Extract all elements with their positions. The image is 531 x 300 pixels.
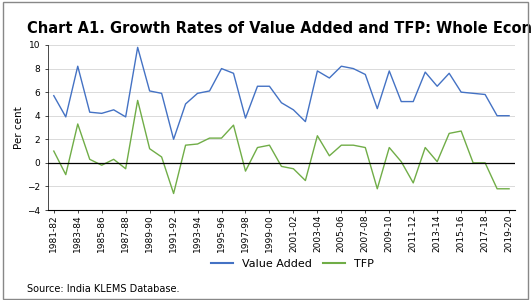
Value Added	[446, 71, 452, 75]
TFP	[182, 143, 189, 147]
Value Added	[242, 116, 249, 120]
Value Added	[158, 92, 165, 95]
TFP	[326, 154, 332, 158]
Value Added	[74, 64, 81, 68]
TFP	[302, 179, 309, 182]
Value Added	[123, 115, 129, 119]
TFP	[314, 134, 321, 137]
TFP	[242, 169, 249, 173]
Value Added	[506, 114, 512, 118]
Value Added	[134, 46, 141, 49]
Line: Value Added: Value Added	[54, 47, 509, 139]
Value Added	[350, 67, 356, 70]
Value Added	[458, 90, 464, 94]
TFP	[362, 146, 369, 149]
Value Added	[147, 89, 153, 93]
TFP	[110, 158, 117, 161]
Value Added	[482, 93, 489, 96]
Value Added	[386, 69, 392, 73]
TFP	[266, 143, 272, 147]
Value Added	[254, 85, 261, 88]
TFP	[87, 158, 93, 161]
Line: TFP: TFP	[54, 100, 509, 194]
Value Added	[326, 76, 332, 80]
Value Added	[314, 69, 321, 73]
Text: Chart A1. Growth Rates of Value Added and TFP: Whole Economy: Chart A1. Growth Rates of Value Added an…	[27, 21, 531, 36]
TFP	[134, 99, 141, 102]
TFP	[398, 160, 405, 164]
Value Added	[278, 101, 285, 104]
Value Added	[207, 89, 213, 93]
Value Added	[87, 110, 93, 114]
Value Added	[182, 102, 189, 106]
TFP	[470, 161, 476, 165]
TFP	[434, 160, 440, 164]
TFP	[374, 187, 381, 190]
TFP	[74, 122, 81, 126]
Value Added	[194, 92, 201, 95]
TFP	[207, 136, 213, 140]
Value Added	[99, 112, 105, 115]
Legend: Value Added, TFP: Value Added, TFP	[206, 255, 378, 273]
Text: Source: India KLEMS Database.: Source: India KLEMS Database.	[27, 284, 179, 294]
TFP	[350, 143, 356, 147]
Value Added	[422, 70, 429, 74]
TFP	[218, 136, 225, 140]
TFP	[99, 164, 105, 167]
Value Added	[362, 73, 369, 76]
Value Added	[110, 108, 117, 112]
TFP	[278, 165, 285, 168]
TFP	[386, 146, 392, 149]
Value Added	[374, 107, 381, 110]
TFP	[446, 132, 452, 135]
Value Added	[302, 120, 309, 123]
TFP	[147, 147, 153, 151]
Value Added	[170, 137, 177, 141]
Value Added	[410, 100, 416, 103]
Value Added	[290, 108, 297, 112]
Value Added	[266, 85, 272, 88]
Value Added	[338, 64, 345, 68]
TFP	[410, 181, 416, 185]
Y-axis label: Per cent: Per cent	[14, 106, 24, 149]
TFP	[290, 167, 297, 170]
TFP	[50, 149, 57, 153]
TFP	[494, 187, 500, 190]
Value Added	[50, 94, 57, 98]
Value Added	[218, 67, 225, 70]
TFP	[170, 192, 177, 195]
TFP	[338, 143, 345, 147]
Value Added	[63, 115, 69, 119]
Value Added	[230, 71, 237, 75]
TFP	[482, 161, 489, 165]
Value Added	[398, 100, 405, 103]
TFP	[458, 129, 464, 133]
TFP	[63, 173, 69, 176]
TFP	[194, 142, 201, 146]
TFP	[254, 146, 261, 149]
Value Added	[434, 85, 440, 88]
Value Added	[470, 92, 476, 95]
Value Added	[494, 114, 500, 118]
TFP	[123, 167, 129, 170]
TFP	[230, 123, 237, 127]
TFP	[422, 146, 429, 149]
TFP	[158, 155, 165, 159]
TFP	[506, 187, 512, 190]
